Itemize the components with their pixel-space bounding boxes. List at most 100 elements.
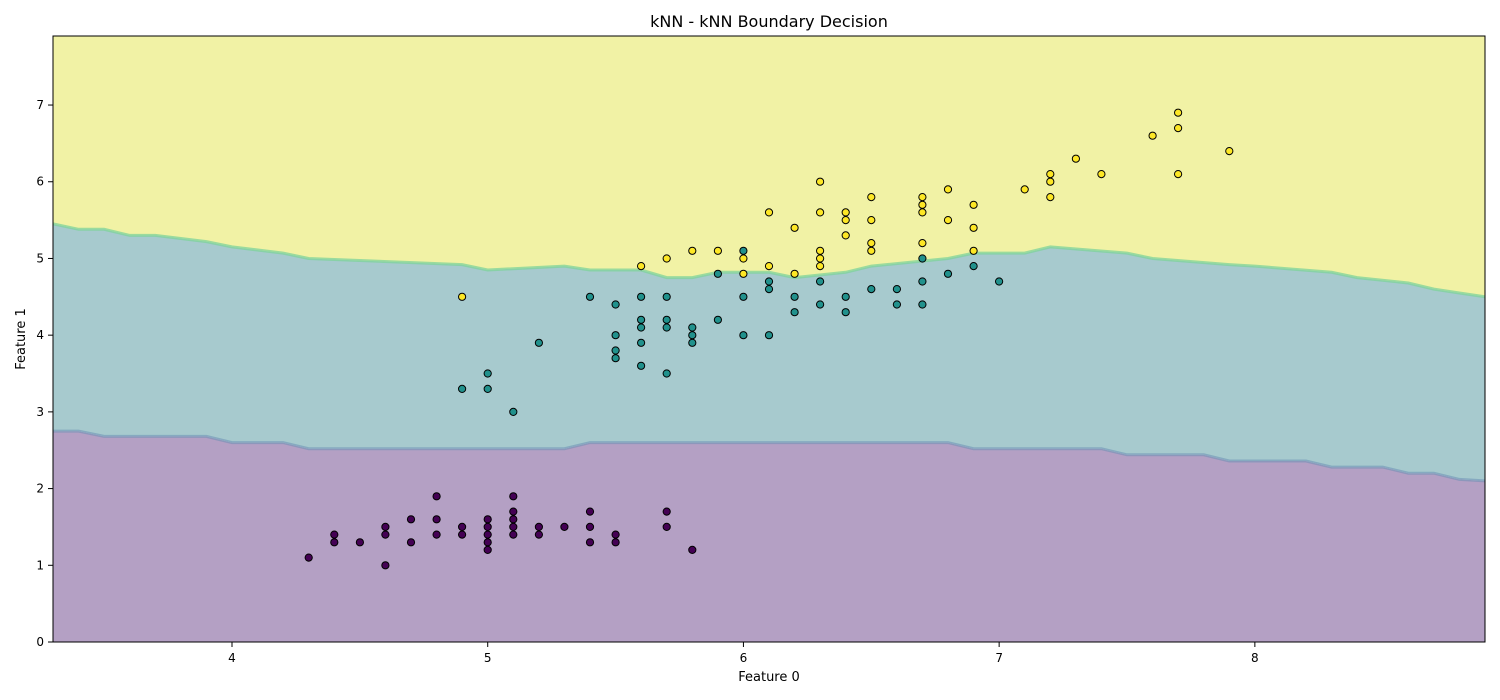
point-class-0 <box>406 538 416 547</box>
point-class-2 <box>1174 170 1183 179</box>
point-class-0 <box>458 530 467 539</box>
region-class-2 <box>53 36 1485 297</box>
point-class-0 <box>432 515 441 524</box>
point-class-2 <box>739 254 748 263</box>
boundary-line-0-1 <box>53 429 1485 483</box>
x-tick-label: 4 <box>228 651 236 665</box>
point-class-1 <box>637 338 646 347</box>
point-class-0 <box>534 530 544 539</box>
y-tick-label: 6 <box>36 175 44 189</box>
point-class-0 <box>611 538 620 547</box>
x-axis: 4 5 6 7 8 <box>228 642 1259 665</box>
decision-regions <box>53 36 1485 642</box>
point-class-2 <box>764 208 774 217</box>
x-tick-label: 6 <box>740 651 748 665</box>
point-class-2 <box>637 262 646 271</box>
x-axis-label: Feature 0 <box>738 670 800 685</box>
point-class-1 <box>483 384 492 393</box>
point-class-1 <box>918 277 927 286</box>
point-class-1 <box>534 338 544 347</box>
point-class-1 <box>841 292 850 301</box>
point-class-1 <box>892 285 902 294</box>
y-axis-label: Feature 1 <box>14 308 29 370</box>
point-class-2 <box>662 254 671 263</box>
y-axis: 0 1 2 3 4 5 6 7 <box>36 98 53 649</box>
point-class-2 <box>816 254 825 263</box>
point-class-0 <box>662 507 671 516</box>
point-class-1 <box>739 246 748 255</box>
point-class-2 <box>816 246 825 255</box>
point-class-2 <box>867 193 876 202</box>
point-class-0 <box>688 545 697 555</box>
point-class-2 <box>816 177 825 186</box>
point-class-0 <box>509 492 518 501</box>
point-class-2 <box>867 239 876 248</box>
point-class-1 <box>662 323 671 332</box>
point-class-1 <box>739 331 748 340</box>
point-class-1 <box>509 407 518 416</box>
point-class-0 <box>330 530 339 539</box>
point-class-0 <box>432 492 441 501</box>
point-class-0 <box>509 522 518 532</box>
point-class-1 <box>611 354 620 363</box>
point-class-1 <box>611 346 620 355</box>
point-class-1 <box>585 292 595 301</box>
y-tick-label: 5 <box>36 251 44 265</box>
point-class-0 <box>381 530 390 539</box>
point-class-1 <box>739 292 748 301</box>
point-class-2 <box>969 246 978 255</box>
point-class-0 <box>432 530 441 539</box>
point-class-1 <box>637 361 646 370</box>
point-class-2 <box>969 200 978 209</box>
point-class-0 <box>483 545 492 555</box>
point-class-2 <box>1046 193 1055 202</box>
point-class-1 <box>637 292 646 301</box>
point-class-2 <box>1020 185 1029 194</box>
chart-title: kNN - kNN Boundary Decision <box>650 12 888 31</box>
data-points <box>304 108 1234 570</box>
point-class-0 <box>611 530 620 539</box>
point-class-2 <box>943 216 953 225</box>
plot-frame <box>52 35 1486 643</box>
point-class-2 <box>1225 147 1234 156</box>
point-class-0 <box>483 522 492 532</box>
point-class-0 <box>585 507 595 516</box>
point-class-0 <box>585 538 595 547</box>
region-class-0 <box>53 431 1485 642</box>
point-class-2 <box>918 200 927 209</box>
point-class-2 <box>713 246 723 255</box>
point-class-1 <box>713 315 723 324</box>
point-class-0 <box>355 538 364 547</box>
point-class-2 <box>867 246 876 255</box>
point-class-1 <box>458 384 467 393</box>
x-tick-label: 7 <box>995 651 1003 665</box>
point-class-1 <box>790 308 799 317</box>
point-class-2 <box>943 185 953 194</box>
point-class-0 <box>509 507 518 516</box>
point-class-0 <box>509 530 518 539</box>
point-class-1 <box>483 369 492 378</box>
point-class-0 <box>330 538 339 547</box>
point-class-2 <box>1046 170 1055 179</box>
point-class-2 <box>458 292 467 301</box>
point-class-1 <box>662 292 671 301</box>
point-class-2 <box>841 231 850 240</box>
point-class-1 <box>816 277 825 286</box>
point-class-1 <box>841 308 850 317</box>
point-class-0 <box>483 530 492 539</box>
point-class-0 <box>560 522 569 532</box>
x-tick-label: 5 <box>484 651 492 665</box>
point-class-2 <box>867 216 876 225</box>
point-class-2 <box>969 223 978 232</box>
region-class-1 <box>53 223 1485 481</box>
point-class-2 <box>790 223 799 232</box>
point-class-0 <box>483 538 492 547</box>
point-class-1 <box>611 331 620 340</box>
point-class-2 <box>816 262 825 271</box>
y-tick-label: 1 <box>36 558 44 572</box>
point-class-1 <box>892 300 902 309</box>
x-tick-label: 8 <box>1251 651 1259 665</box>
point-class-2 <box>790 269 799 278</box>
point-class-1 <box>713 269 723 278</box>
point-class-2 <box>841 208 850 217</box>
